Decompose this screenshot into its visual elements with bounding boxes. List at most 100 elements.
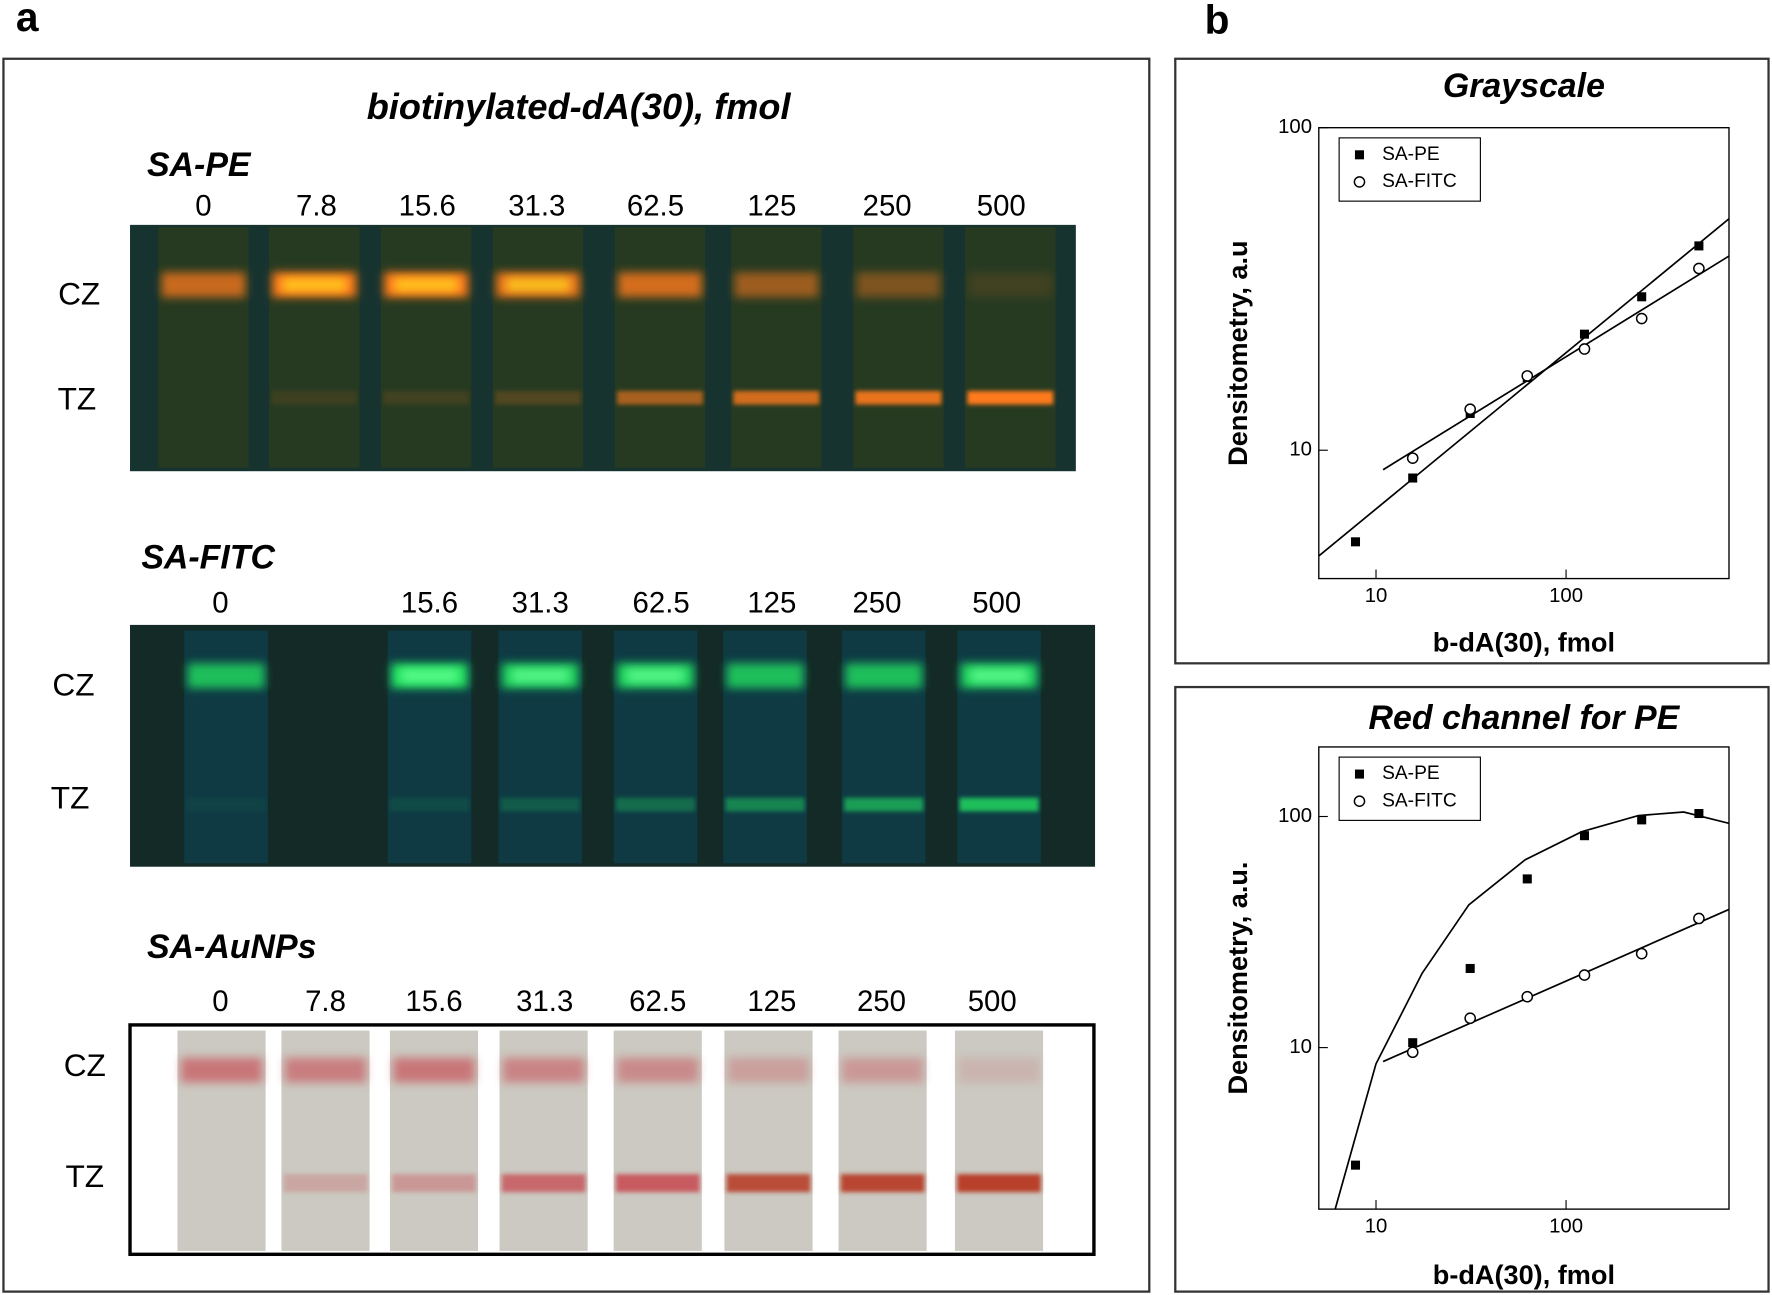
- test-band: [959, 797, 1039, 812]
- test-band: [733, 390, 820, 405]
- fit-line: [1382, 255, 1729, 471]
- test-band: [840, 1174, 925, 1193]
- point: [1350, 1160, 1361, 1170]
- lane-label: 250: [852, 586, 901, 619]
- test-band: [726, 1174, 811, 1193]
- control-band-core: [401, 668, 458, 683]
- point: [1579, 329, 1589, 339]
- control-band-core: [506, 277, 570, 292]
- point: [1693, 262, 1705, 275]
- test-strip: [158, 227, 249, 468]
- test-strip: [965, 227, 1056, 468]
- x-axis-label: b-dA(30), fmol: [1433, 1259, 1615, 1290]
- test-band: [617, 390, 703, 405]
- control-band-core: [511, 668, 569, 683]
- legend-label: SA-PE: [1382, 763, 1440, 784]
- point: [1635, 312, 1648, 325]
- test-strip: [731, 227, 822, 468]
- test-band: [383, 390, 470, 405]
- test-strip: [380, 227, 472, 468]
- zone-label: TZ: [58, 381, 97, 417]
- legend-box: [1338, 137, 1481, 202]
- test-band: [271, 390, 358, 405]
- legend-marker: [1353, 795, 1366, 808]
- control-band-core: [627, 668, 684, 683]
- lane-label: 31.3: [508, 190, 565, 223]
- test-strip: [269, 227, 360, 468]
- panel-label: b: [1205, 0, 1230, 42]
- test-band: [186, 797, 266, 812]
- x-tick-label: 100: [1549, 585, 1583, 607]
- zone-label: CZ: [58, 275, 100, 311]
- control-band: [958, 1057, 1040, 1083]
- section-name: SA-AuNPs: [147, 928, 316, 966]
- lane-label: 125: [747, 190, 796, 223]
- legend-label: SA-FITC: [1382, 171, 1457, 192]
- zone-label: CZ: [52, 666, 94, 702]
- legend-label: SA-PE: [1382, 144, 1440, 165]
- lane-label: 7.8: [305, 985, 346, 1018]
- zone-label: TZ: [51, 779, 90, 815]
- control-band: [393, 1057, 475, 1083]
- point: [1350, 537, 1361, 547]
- plot-frame: [1318, 127, 1730, 580]
- lane-label: 500: [972, 586, 1021, 619]
- y-tick-label: 10: [1289, 1036, 1312, 1058]
- zone-label: CZ: [64, 1047, 106, 1083]
- lane-label: 31.3: [516, 985, 573, 1018]
- test-strip: [853, 227, 944, 468]
- point: [1522, 874, 1532, 884]
- point: [1579, 831, 1589, 841]
- point: [1464, 403, 1477, 416]
- control-band: [856, 272, 941, 298]
- point: [1635, 947, 1648, 960]
- point: [1408, 473, 1418, 483]
- point: [1694, 809, 1704, 819]
- point: [1464, 1012, 1477, 1025]
- lane-label: 62.5: [627, 190, 684, 223]
- test-strip: [492, 227, 584, 468]
- test-band: [283, 1174, 368, 1193]
- control-band: [845, 663, 923, 689]
- control-band: [968, 272, 1053, 298]
- point: [1406, 1046, 1419, 1059]
- control-band: [180, 1057, 263, 1083]
- lane-label: 125: [747, 985, 796, 1018]
- lane-label: 250: [863, 190, 912, 223]
- point: [1637, 292, 1647, 302]
- lane-label: 62.5: [633, 586, 690, 619]
- test-band: [495, 390, 581, 405]
- x-tick-label: 10: [1365, 1216, 1388, 1238]
- legend-marker: [1354, 150, 1364, 160]
- test-band: [615, 797, 696, 812]
- control-band: [841, 1057, 924, 1083]
- legend-label: SA-FITC: [1382, 790, 1457, 811]
- lane-label: 0: [212, 586, 228, 619]
- control-band: [284, 1057, 367, 1083]
- legend-marker: [1353, 176, 1366, 188]
- point: [1693, 912, 1705, 925]
- control-band: [618, 272, 702, 298]
- legend-marker: [1354, 769, 1364, 779]
- section-name: SA-PE: [147, 146, 252, 184]
- fit-line: [1334, 811, 1729, 1210]
- chart-frame: [1174, 57, 1770, 665]
- strip-holder: [128, 1023, 1096, 1257]
- control-band: [617, 1057, 699, 1083]
- test-band: [500, 797, 580, 812]
- lane-label: 15.6: [405, 985, 462, 1018]
- test-band: [844, 797, 924, 812]
- control-band-core: [394, 277, 458, 292]
- chart-frame: [1174, 685, 1770, 1293]
- lane-label: 31.3: [512, 586, 569, 619]
- lane-label: 0: [195, 190, 211, 223]
- zone-label: TZ: [65, 1158, 104, 1194]
- point: [1637, 815, 1647, 825]
- lane-label: 62.5: [629, 985, 686, 1018]
- point: [1521, 370, 1534, 382]
- fit-line: [1318, 218, 1729, 557]
- control-band: [726, 663, 804, 689]
- chart-title: Red channel for PE: [1369, 699, 1681, 737]
